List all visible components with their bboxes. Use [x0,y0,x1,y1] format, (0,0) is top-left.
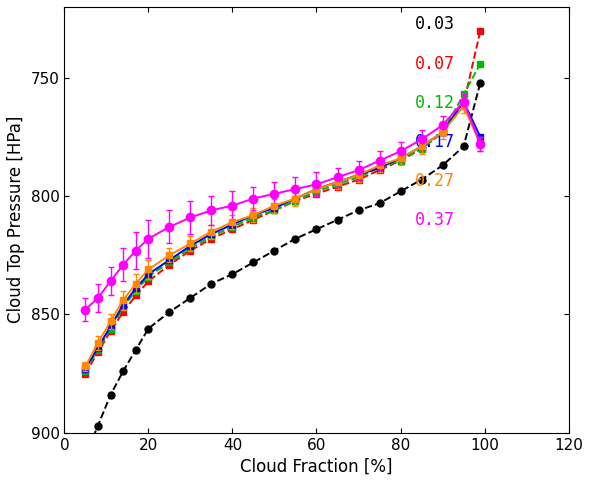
Text: 0.37: 0.37 [415,211,455,229]
X-axis label: Cloud Fraction [%]: Cloud Fraction [%] [240,458,393,476]
Text: 0.03: 0.03 [415,15,455,33]
Text: 0.07: 0.07 [415,55,455,72]
Text: 0.27: 0.27 [415,172,455,190]
Text: 0.12: 0.12 [415,94,455,112]
Text: 0.17: 0.17 [415,133,455,151]
Y-axis label: Cloud Top Pressure [HPa]: Cloud Top Pressure [HPa] [7,116,25,324]
